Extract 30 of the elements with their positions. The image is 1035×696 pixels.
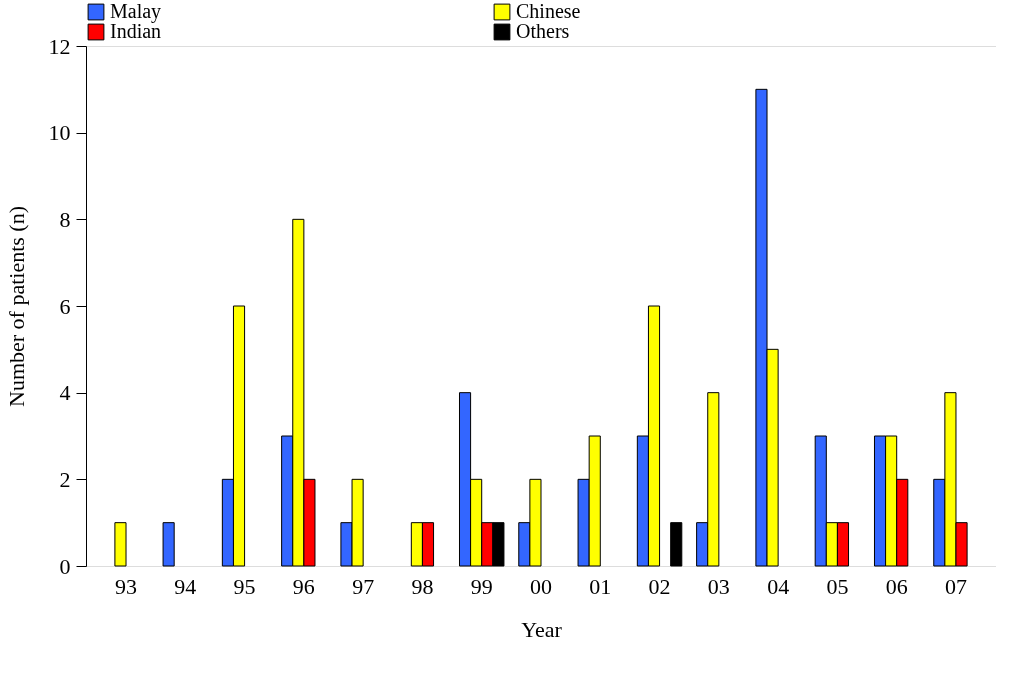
y-tick-label: 8 <box>59 206 71 232</box>
x-tick-label: 98 <box>411 573 434 599</box>
x-tick-label: 05 <box>826 573 849 599</box>
x-tick-label: 00 <box>530 573 552 599</box>
x-tick-label: 04 <box>767 573 790 599</box>
y-tick-label: 6 <box>59 293 71 319</box>
x-axis-title: Year <box>521 616 563 642</box>
x-tick-label: 94 <box>174 573 197 599</box>
x-tick-label: 06 <box>885 573 908 599</box>
x-tick-label: 95 <box>233 573 256 599</box>
bar <box>670 522 683 567</box>
bar <box>114 522 127 567</box>
x-tick-label: 99 <box>470 573 493 599</box>
x-tick-label: 97 <box>352 573 375 599</box>
legend-label: Chinese <box>516 0 581 22</box>
bar <box>162 522 175 567</box>
y-tick-label: 12 <box>48 33 71 59</box>
y-tick-label: 10 <box>48 120 71 146</box>
legend-label: Others <box>516 20 570 42</box>
x-tick-label: 93 <box>115 573 138 599</box>
y-tick-label: 0 <box>59 553 71 579</box>
x-tick-label: 07 <box>944 573 967 599</box>
y-axis-title: Number of patients (n) <box>3 206 29 407</box>
y-tick-label: 4 <box>59 380 71 406</box>
legend-label: Malay <box>110 0 162 23</box>
x-tick-label: 96 <box>292 573 315 599</box>
x-tick-label: 02 <box>648 573 671 599</box>
x-tick-label: 03 <box>707 573 730 599</box>
y-tick-label: 2 <box>59 466 71 492</box>
x-tick-label: 01 <box>589 573 612 599</box>
